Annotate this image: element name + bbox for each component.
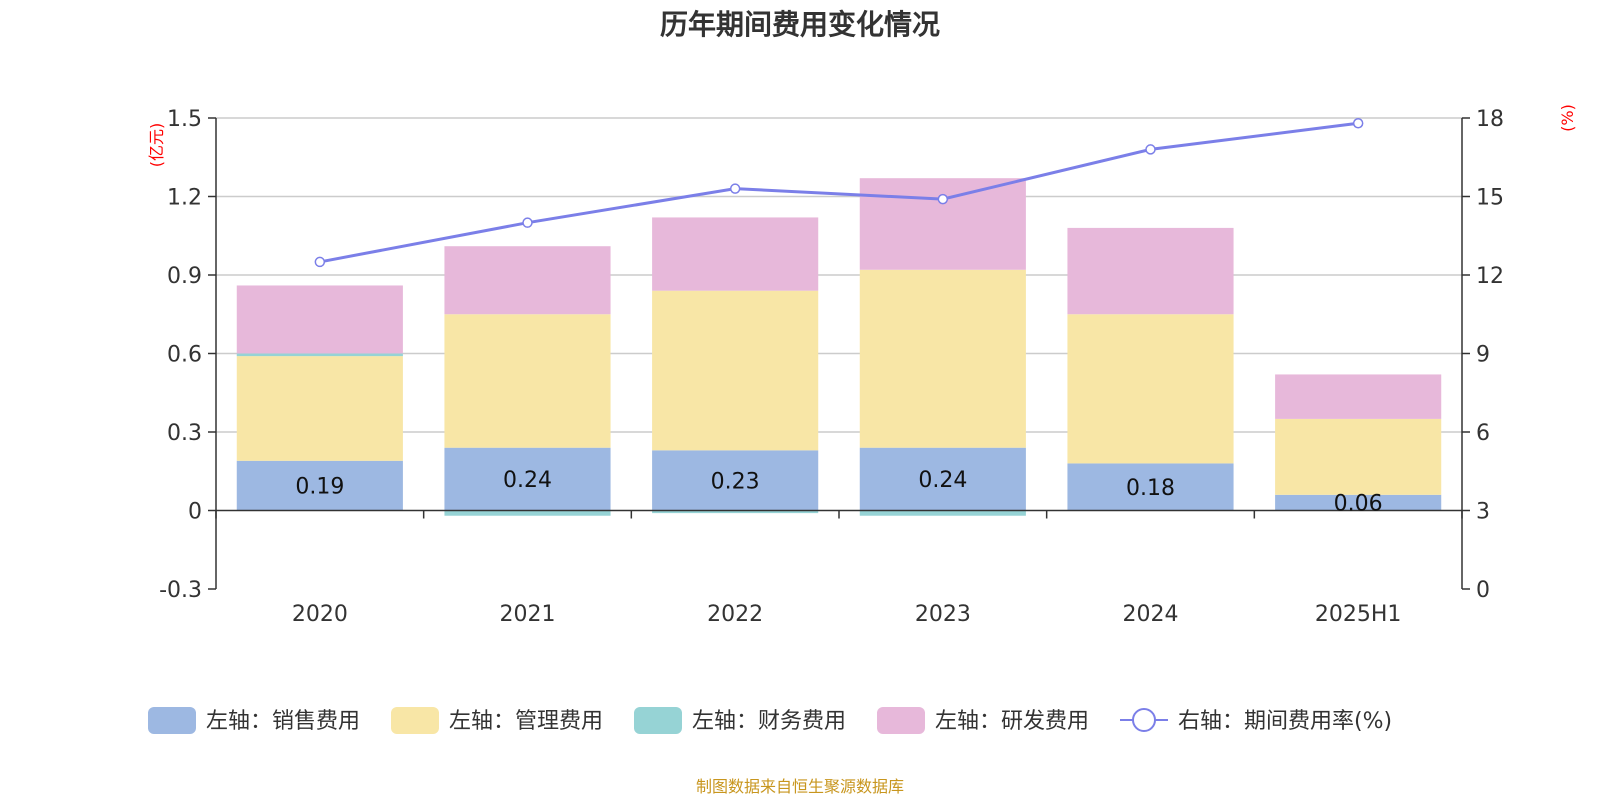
x-axis-tick-label: 2025H1	[1315, 602, 1402, 627]
bar-layer	[236, 178, 1442, 516]
label-layer: 0.19 0.24 0.23 0.24 0.18 0.06	[295, 468, 1382, 517]
left-axis-tick-label: -0.3	[159, 578, 202, 603]
bar-左轴：销售费用-2022	[652, 450, 819, 511]
line-point	[522, 217, 533, 228]
bar-左轴：财务费用-2023	[859, 510, 1026, 516]
bar-左轴：销售费用-2025H1	[1275, 494, 1442, 511]
x-axis-tick-label: 2020	[292, 602, 348, 627]
legend-marker	[1132, 708, 1156, 732]
bar-左轴：管理费用-2020	[236, 356, 403, 461]
bar-左轴：研发费用-2025H1	[1275, 374, 1442, 419]
source-note: 制图数据来自恒生聚源数据库	[696, 777, 904, 796]
bar-左轴：研发费用-2023	[859, 178, 1026, 270]
line-point	[937, 193, 949, 205]
legend-label: 左轴：财务费用	[692, 709, 846, 734]
bar-左轴：研发费用-2021	[444, 246, 611, 315]
legend-swatch	[877, 707, 925, 734]
right-axis-unit: (%)	[1558, 104, 1577, 132]
right-axis-tick-label: 3	[1476, 500, 1490, 525]
x-axis-tick-label: 2021	[500, 602, 556, 627]
bar-左轴：销售费用-2023	[859, 447, 1026, 511]
chart-title: 历年期间费用变化情况	[660, 8, 940, 41]
bar-左轴：财务费用-2021	[444, 510, 611, 516]
data-label: 0.19	[295, 475, 344, 500]
x-axis-tick-label: 2023	[915, 602, 971, 627]
data-label: 0.23	[711, 469, 760, 494]
right-axis-tick-label: 9	[1476, 343, 1490, 368]
left-axis-tick-label: 0.9	[167, 264, 202, 289]
left-axis-tick-label: 1.2	[167, 186, 202, 211]
right-axis-tick-label: 6	[1476, 421, 1490, 446]
grid-layer	[216, 117, 1462, 433]
left-axis-tick-label: 1.5	[167, 107, 202, 132]
legend-swatch	[148, 707, 196, 734]
line-point	[314, 256, 326, 268]
legend-label: 左轴：管理费用	[449, 709, 603, 734]
legend-label: 左轴：研发费用	[935, 709, 1089, 734]
bar-左轴：财务费用-2020	[236, 353, 403, 357]
left-axis-unit: (亿元)	[147, 123, 166, 168]
legend-label: 左轴：销售费用	[206, 709, 360, 734]
bar-左轴：研发费用-2020	[236, 285, 403, 354]
legend: 左轴：销售费用 左轴：管理费用 左轴：财务费用 左轴：研发费用 右轴：期间费用率(%)	[148, 707, 1392, 734]
right-axis-tick-label: 18	[1476, 107, 1504, 132]
line-layer	[314, 117, 1364, 268]
legend-label: 右轴：期间费用率(%)	[1178, 709, 1392, 734]
x-axis-tick-label: 2022	[707, 602, 763, 627]
axis-layer: 1.5 1.2 0.9 0.6 0.3 0 -0.3 18 15 12 9 6 3 0 2020 2021 20…	[159, 107, 1504, 627]
legend-swatch	[634, 707, 682, 734]
line-point	[1145, 144, 1156, 155]
bar-左轴：管理费用-2024	[1067, 314, 1234, 464]
line-point	[729, 183, 741, 194]
right-axis-tick-label: 0	[1476, 578, 1490, 603]
bar-左轴：管理费用-2023	[859, 269, 1026, 448]
line-expense-ratio	[319, 121, 1359, 264]
left-axis-tick-label: 0.3	[167, 421, 202, 446]
bar-左轴：管理费用-2025H1	[1275, 418, 1442, 495]
line-point	[1352, 117, 1364, 129]
bar-左轴：财务费用-2022	[652, 510, 819, 514]
data-label: 0.24	[503, 468, 552, 493]
bar-左轴：销售费用-2024	[1067, 463, 1234, 511]
bar-左轴：管理费用-2021	[444, 314, 611, 448]
left-axis-tick-label: 0.6	[167, 343, 202, 368]
x-axis-tick-label: 2024	[1123, 602, 1179, 627]
bar-左轴：销售费用-2021	[444, 447, 611, 511]
right-axis-tick-label: 15	[1476, 186, 1504, 211]
data-label: 0.06	[1334, 492, 1383, 517]
legend-swatch	[391, 707, 439, 734]
right-axis-tick-label: 12	[1476, 264, 1504, 289]
bar-左轴：研发费用-2022	[652, 217, 819, 291]
bar-左轴：销售费用-2020	[236, 460, 403, 511]
data-label: 0.18	[1126, 476, 1175, 501]
bar-左轴：研发费用-2024	[1067, 227, 1234, 315]
bar-左轴：管理费用-2022	[652, 290, 819, 451]
data-label: 0.24	[918, 468, 967, 493]
left-axis-tick-label: 0	[188, 500, 202, 525]
